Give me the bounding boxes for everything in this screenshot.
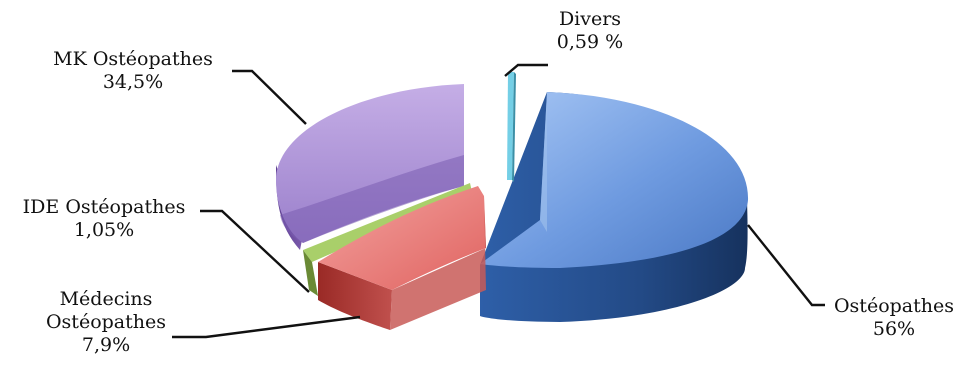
slice-value-divers: 0,59 % (556, 31, 624, 53)
slice-mk-osteopathes (276, 84, 464, 250)
data-label-ide: IDE Ostéopathes 1,05% (6, 196, 202, 242)
leader-line-medecins (172, 315, 361, 339)
slice-medecins-osteopathes (318, 186, 486, 330)
slice-value-medecins: 7,9% (81, 334, 131, 356)
slice-label-osteopathes: Ostéopathes (833, 295, 954, 317)
slice-label-medecins-line1: Médecins (59, 288, 153, 310)
leader-line-ide (200, 209, 310, 293)
data-label-medecins: Médecins Ostéopathes 7,9% (36, 288, 176, 357)
slice-label-medecins-line2: Ostéopathes (45, 311, 166, 333)
slice-ide-osteopathes (303, 183, 472, 296)
data-label-osteopathes: Ostéopathes 56% (822, 295, 966, 341)
slice-label-divers: Divers (558, 8, 622, 30)
data-label-mk: MK Ostéopathes 34,5% (38, 48, 228, 94)
leader-line-mk (232, 69, 307, 125)
leader-line-osteopathes (747, 224, 825, 307)
data-label-divers: Divers 0,59 % (547, 8, 633, 54)
slice-divers (507, 72, 516, 182)
slice-label-ide: IDE Ostéopathes (22, 196, 186, 218)
slice-value-osteopathes: 56% (872, 318, 916, 340)
slice-value-mk: 34,5% (102, 71, 164, 93)
slice-osteopathes (480, 92, 749, 322)
slice-label-mk: MK Ostéopathes (53, 48, 213, 70)
slice-value-ide: 1,05% (73, 219, 135, 241)
leader-line-divers (504, 63, 548, 77)
